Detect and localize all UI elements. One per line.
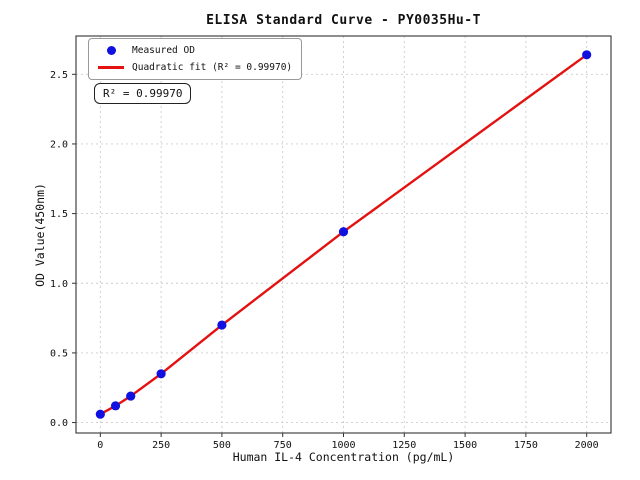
legend-marker-cell <box>96 66 126 69</box>
legend-item-measured-od: Measured OD <box>96 44 292 57</box>
y-axis-label: OD Value(450nm) <box>33 183 47 287</box>
x-tick-label: 1250 <box>392 440 416 451</box>
r-squared-annotation: R² = 0.99970 <box>94 83 192 104</box>
chart-title: ELISA Standard Curve - PY0035Hu-T <box>206 13 481 28</box>
data-point <box>95 409 105 419</box>
fit-line-marker-icon <box>98 66 124 69</box>
y-tick-label: 0.5 <box>50 348 68 359</box>
y-tick-label: 0.0 <box>50 418 68 429</box>
data-point <box>110 401 121 411</box>
x-tick-label: 0 <box>97 440 103 451</box>
scatter-dot-marker-icon <box>106 46 116 55</box>
legend-label-measured-od: Measured OD <box>132 45 195 56</box>
x-tick-label: 1750 <box>514 440 538 451</box>
y-tick-label: 2.5 <box>50 70 68 81</box>
y-tick-label: 1.5 <box>50 209 68 220</box>
x-tick-label: 1500 <box>453 440 477 451</box>
x-tick-label: 1000 <box>331 440 355 451</box>
x-tick-label: 2000 <box>575 440 599 451</box>
y-tick-label: 1.0 <box>50 279 68 290</box>
x-tick-label: 500 <box>213 440 231 451</box>
legend-label-quadratic-fit: Quadratic fit (R² = 0.99970) <box>132 62 293 73</box>
data-point <box>582 50 592 60</box>
x-axis-label: Human IL-4 Concentration (pg/mL) <box>232 450 455 464</box>
data-point <box>156 369 166 379</box>
data-point <box>217 320 227 330</box>
data-point <box>126 391 136 401</box>
x-tick-label: 750 <box>274 440 292 451</box>
legend-item-quadratic-fit: Quadratic fit (R² = 0.99970) <box>96 61 292 74</box>
y-tick-label: 2.0 <box>50 139 68 150</box>
legend: Measured OD Quadratic fit (R² = 0.99970) <box>88 38 303 80</box>
legend-marker-cell <box>96 46 126 55</box>
x-tick-label: 250 <box>152 440 170 451</box>
data-point <box>338 227 349 237</box>
